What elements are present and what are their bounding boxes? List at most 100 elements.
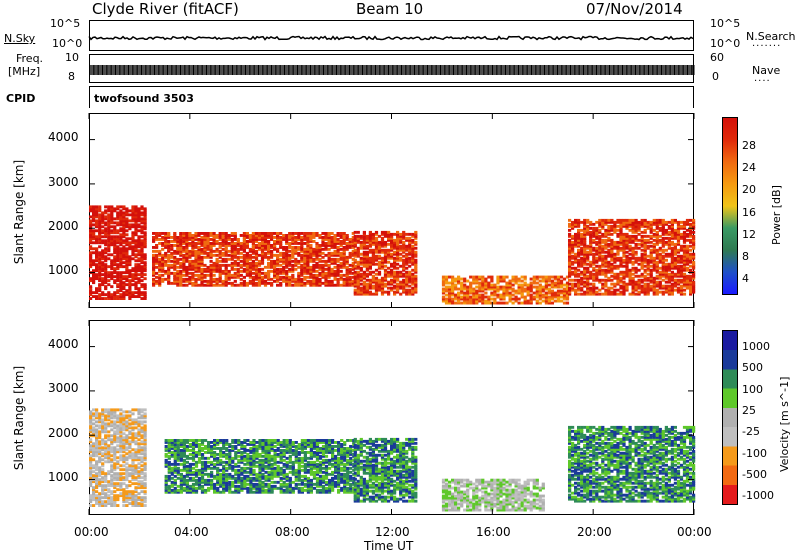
power-echo: [399, 234, 403, 238]
power-echo: [368, 248, 372, 252]
power-echo: [140, 279, 144, 283]
power-echo: [689, 280, 693, 284]
power-echo: [411, 252, 415, 256]
power-echo: [233, 267, 237, 271]
power-echo: [303, 281, 307, 285]
power-echo: [218, 275, 222, 279]
power-echo: [291, 267, 295, 271]
power-echo: [173, 234, 177, 237]
power-echo: [260, 240, 265, 243]
power-echo: [212, 283, 216, 287]
power-echo: [273, 275, 277, 279]
power-echo: [107, 271, 111, 275]
power-echo: [185, 244, 189, 247]
power-echo: [188, 251, 192, 255]
freq-mark: [663, 65, 665, 75]
power-echo: [98, 259, 102, 263]
power-echo: [104, 211, 108, 215]
power-echo: [353, 248, 357, 252]
power-echo: [631, 226, 635, 230]
power-echo: [92, 277, 96, 281]
power-echo: [288, 279, 292, 283]
power-echo: [377, 266, 382, 270]
freq-mark: [180, 65, 181, 75]
power-echo: [574, 254, 578, 258]
power-echo: [98, 239, 102, 243]
power-echo: [565, 293, 570, 297]
power-echo: [405, 260, 409, 264]
power-echo: [122, 293, 126, 297]
power-echo: [239, 247, 243, 251]
power-echo: [276, 234, 280, 237]
freq-mark: [352, 65, 354, 75]
freq-mark: [412, 65, 414, 75]
power-echo: [134, 229, 138, 233]
power-echo: [661, 218, 665, 222]
power-echo: [595, 248, 599, 252]
velocity-echo: [113, 504, 117, 507]
velocity-echo: [95, 490, 99, 494]
power-echo: [242, 249, 246, 253]
power-echo: [408, 256, 412, 260]
power-echo: [137, 217, 141, 221]
power-echo: [589, 260, 593, 264]
power-echo: [387, 272, 391, 276]
power-echo: [312, 277, 316, 281]
power-echo: [399, 238, 403, 242]
power-echo: [652, 222, 656, 226]
power-echo: [499, 293, 503, 297]
power-echo: [131, 253, 135, 257]
power-echo: [676, 286, 681, 290]
power-echo: [619, 232, 623, 236]
power-echo: [179, 251, 183, 255]
power-echo: [95, 255, 99, 259]
power-echo: [221, 247, 225, 251]
power-echo: [604, 250, 608, 254]
power-echo: [131, 275, 135, 279]
power-echo: [396, 266, 400, 270]
power-echo: [365, 284, 369, 288]
power-echo: [224, 253, 228, 257]
power-echo: [598, 278, 602, 282]
power-echo: [309, 279, 313, 283]
freq-mark: [307, 65, 309, 75]
power-echo: [374, 232, 379, 236]
power-echo: [562, 293, 567, 297]
freq-mark: [220, 65, 222, 75]
power-echo: [185, 265, 189, 269]
power-echo: [351, 251, 355, 255]
velocity-echo: [107, 472, 111, 476]
power-echo: [221, 259, 225, 263]
power-echo: [89, 287, 93, 291]
power-echo: [324, 246, 328, 249]
power-echo: [122, 211, 126, 215]
power-echo: [182, 263, 186, 267]
power-echo: [336, 232, 340, 235]
power-echo: [598, 246, 602, 250]
power-echo: [679, 272, 684, 276]
velocity-ytick-1000: 1000: [48, 470, 79, 484]
power-echo: [161, 277, 165, 281]
velocity-echo: [107, 470, 111, 474]
power-echo: [176, 249, 180, 253]
power-echo: [206, 246, 210, 249]
power-echo: [315, 277, 319, 281]
power-echo: [185, 249, 189, 253]
velocity-echo: [110, 496, 114, 500]
power-echo: [640, 230, 644, 234]
power-echo: [113, 281, 117, 285]
power-echo: [294, 247, 298, 251]
power-echo: [377, 260, 382, 264]
power-echo: [218, 265, 222, 269]
power-echo: [134, 295, 138, 298]
power-echo: [179, 234, 183, 237]
power-echo: [200, 242, 204, 245]
power-echo: [89, 277, 93, 281]
power-echo: [327, 238, 331, 241]
power-echo: [353, 278, 357, 282]
power-echo: [239, 242, 243, 245]
power-echo: [619, 240, 623, 244]
power-echo: [502, 287, 506, 291]
power-echo: [604, 260, 608, 264]
power-echo: [119, 281, 123, 285]
